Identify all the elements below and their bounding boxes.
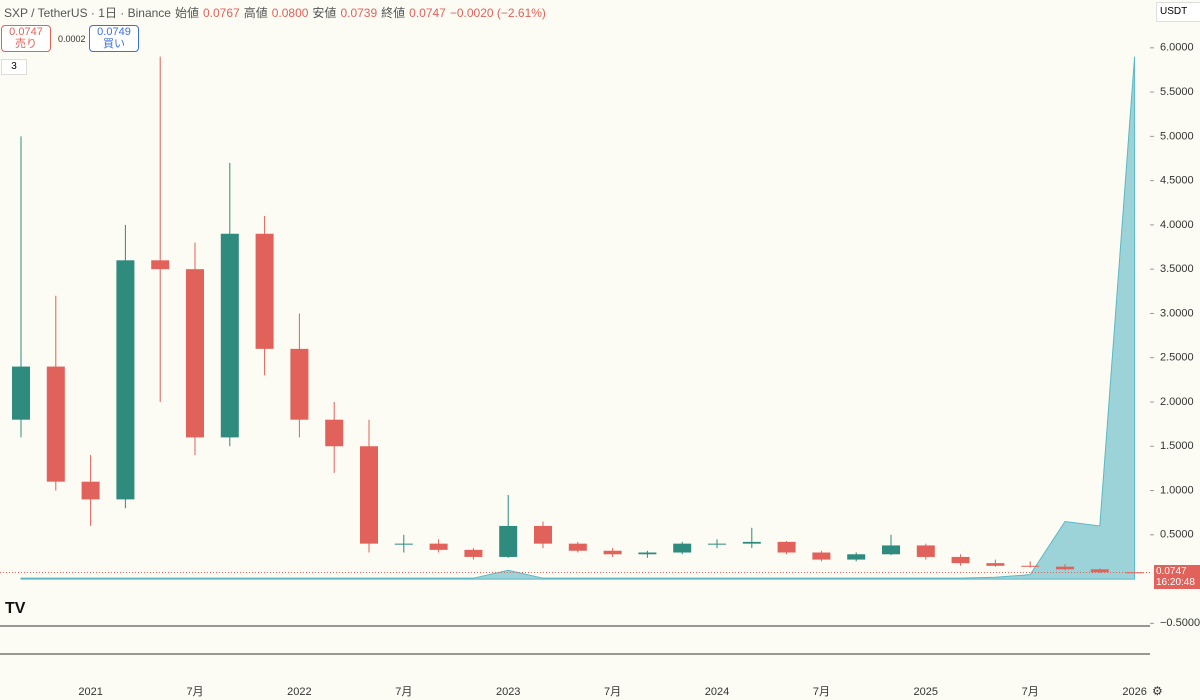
candle-body	[742, 541, 761, 544]
candle-body	[534, 525, 552, 544]
ohlc-value: 0.0800	[271, 5, 309, 20]
candle-body	[499, 525, 518, 557]
candle-body	[986, 563, 1005, 566]
candle-body	[12, 366, 30, 420]
y-tick-label: −0.5000	[1160, 617, 1200, 629]
candle-body	[255, 233, 274, 349]
last-price: 0.0747	[1156, 566, 1187, 577]
y-tick-label: 4.0000	[1160, 219, 1194, 231]
countdown: 16:20:48	[1156, 577, 1195, 588]
header: SXP / TetherUS · 1日 · Binance 始値 0.0767 高…	[4, 4, 546, 21]
settings-icon[interactable]: ⚙	[1152, 684, 1163, 698]
x-tick-label: 2026	[1122, 686, 1146, 698]
sell-label: 売り	[15, 38, 37, 50]
candle-body	[1021, 565, 1040, 567]
candle-body	[708, 543, 726, 545]
ohlc-value: 0.0739	[340, 5, 378, 20]
y-tick-label: 6.0000	[1160, 42, 1194, 54]
candle-body	[394, 543, 413, 545]
change: −0.0020 (−2.61%)	[449, 5, 546, 20]
candle-body	[464, 549, 483, 557]
x-tick-label: 2023	[496, 686, 520, 698]
candle-body	[882, 545, 900, 555]
ohlc-label: 安値	[312, 6, 337, 20]
buy-button[interactable]: 0.0749 買い	[89, 25, 139, 52]
candle-body	[812, 552, 831, 560]
candle-body	[290, 348, 309, 420]
y-tick-label: 2.0000	[1160, 396, 1194, 408]
candle-body	[116, 260, 135, 500]
y-tick-label: 2.5000	[1160, 352, 1194, 364]
logo: TV	[5, 600, 26, 617]
candle-body	[568, 543, 587, 551]
candle-body	[673, 543, 692, 553]
candle-body	[151, 260, 170, 270]
ohlc-value: 0.0747	[409, 5, 446, 20]
candle-body	[951, 556, 970, 564]
candle-body	[847, 554, 866, 560]
x-tick-label: 2022	[287, 686, 311, 698]
symbol-title[interactable]: SXP / TetherUS · 1日 · Binance	[4, 6, 171, 20]
y-tick-label: 0.5000	[1160, 529, 1194, 541]
candle-body	[777, 541, 796, 553]
candle-body	[1090, 569, 1109, 573]
spread: 0.0002	[58, 34, 86, 44]
x-tick-label: 2021	[78, 686, 102, 698]
volume-area	[20, 56, 1136, 580]
y-tick-label: 1.0000	[1160, 484, 1194, 496]
currency-select[interactable]: USDT	[1156, 2, 1200, 22]
ohlc-value: 0.0767	[203, 5, 240, 20]
candle-body	[46, 366, 65, 482]
candle-body	[638, 552, 657, 555]
candle-body	[186, 269, 204, 438]
y-tick-label: 3.0000	[1160, 307, 1194, 319]
y-tick-label: 1.5000	[1160, 440, 1194, 452]
y-tick-label: 5.5000	[1160, 86, 1194, 98]
candle-body	[360, 446, 378, 544]
sell-button[interactable]: 0.0747 売り	[1, 25, 51, 52]
candle-body	[325, 419, 344, 447]
candle-body	[81, 481, 100, 500]
indicator-toggle[interactable]: 3	[1, 59, 27, 75]
ohlc-label: 始値	[174, 6, 199, 20]
candle-body	[220, 233, 239, 438]
x-tick-label: 7月	[813, 686, 830, 698]
price-label: 0.0747 16:20:48	[1154, 565, 1200, 589]
x-tick-label: 7月	[186, 686, 203, 698]
candle-body	[1056, 566, 1074, 570]
x-tick-label: 2024	[705, 686, 729, 698]
ohlc-label: 終値	[381, 6, 406, 20]
x-tick-label: 7月	[604, 686, 621, 698]
buy-price: 0.0749	[97, 26, 131, 38]
y-tick-label: 4.5000	[1160, 175, 1194, 187]
x-tick-label: 7月	[395, 686, 412, 698]
candle-body	[603, 550, 622, 555]
x-tick-label: 7月	[1022, 686, 1039, 698]
x-tick-label: 2025	[914, 686, 938, 698]
buy-label: 買い	[103, 38, 125, 50]
y-tick-label: 3.5000	[1160, 263, 1194, 275]
ohlc-label: 高値	[243, 6, 268, 20]
candle-body	[916, 545, 935, 557]
sell-price: 0.0747	[9, 26, 43, 38]
y-tick-label: 5.0000	[1160, 130, 1194, 142]
candle-body	[429, 543, 448, 550]
